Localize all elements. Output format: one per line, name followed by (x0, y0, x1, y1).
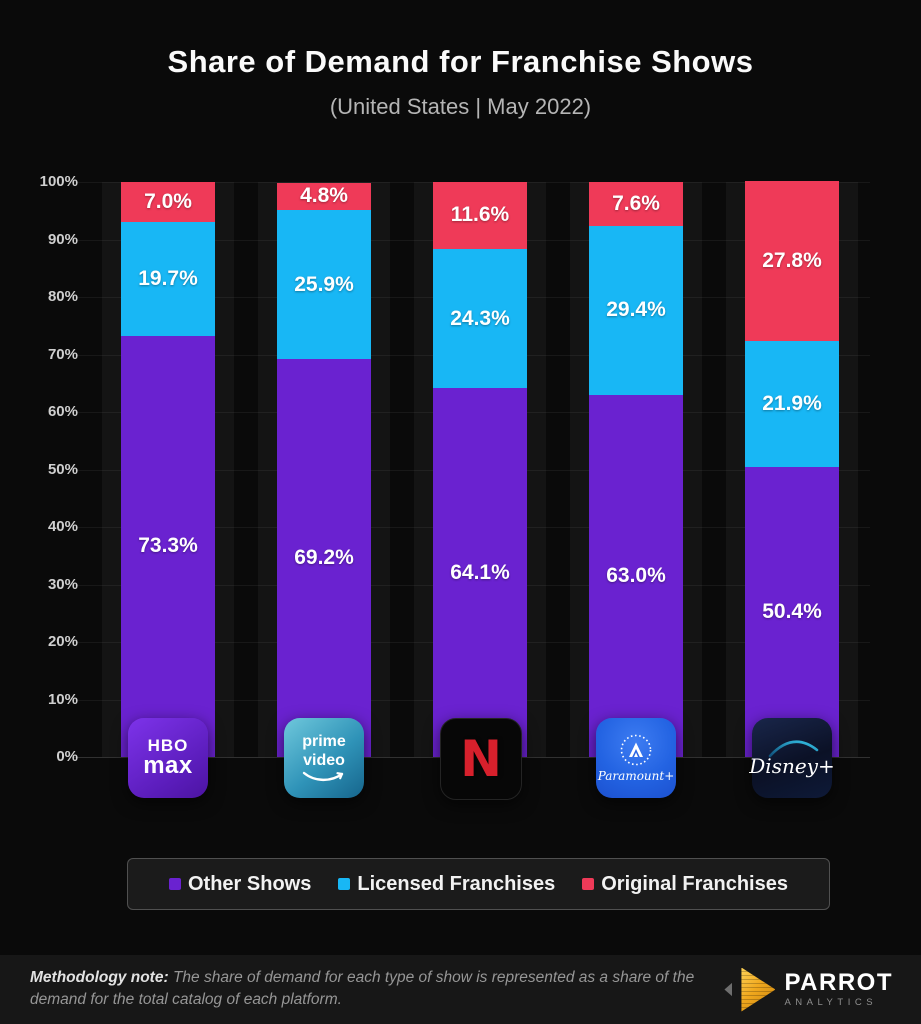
y-axis-label: 10% (47, 690, 78, 708)
bar-segment-licensed-franchises: 24.3% (433, 248, 527, 389)
parrot-gold-triangle-icon (741, 967, 776, 1012)
bar-value-label: 64.1% (450, 560, 510, 584)
y-axis-label: 90% (47, 230, 78, 248)
legend: Other Shows Licensed Franchises Original F… (127, 858, 830, 910)
legend-item-original-franchises: Original Franchises (582, 873, 788, 896)
bar-value-label: 7.6% (612, 191, 660, 215)
brand-subtitle: ANALYTICS (784, 997, 878, 1009)
legend-label: Other Shows (188, 872, 312, 895)
prime-video-logo-text: prime (302, 733, 346, 751)
bar-segment-original-franchises: 27.8% (745, 181, 839, 342)
bar-segment-licensed-franchises: 19.7% (121, 222, 215, 336)
parrot-left-triangle-icon (724, 982, 733, 997)
bar-paramount: 63.0% 29.4% 7.6% (589, 182, 683, 757)
bar-value-label: 50.4% (762, 600, 822, 624)
bar-prime-video: 69.2% 25.9% 4.8% (277, 182, 371, 757)
bar-segment-other-shows: 63.0% (589, 394, 683, 757)
paramount-plus-logo-text: Paramount+ (597, 769, 675, 783)
footer-bar: Methodology note: The share of demand fo… (0, 955, 921, 1024)
bar-segment-other-shows: 50.4% (745, 467, 839, 757)
disney-plus-logo-text: Disney+ (749, 754, 835, 778)
bar-segment-licensed-franchises: 21.9% (745, 341, 839, 468)
methodology-note: Methodology note: The share of demand fo… (30, 967, 740, 1012)
plot-area: 73.3% 19.7% 7.0% 69.2% 25.9% 4.8% 64.1% 24.3% 11… (74, 181, 870, 758)
page-title: Share of Demand for Franchise Shows (167, 44, 754, 79)
bar-value-label: 25.9% (294, 272, 354, 296)
bar-segment-licensed-franchises: 29.4% (589, 225, 683, 395)
bar-value-label: 4.8% (300, 184, 348, 208)
y-axis-label: 0% (56, 748, 78, 765)
platform-logo-prime-video: prime video (284, 718, 364, 798)
y-axis-label: 50% (47, 460, 78, 478)
legend-swatch-licensed-franchises (338, 878, 351, 890)
parrot-analytics-logo: PARROT ANALYTICS (724, 967, 893, 1012)
legend-swatch-original-franchises (582, 878, 595, 890)
bar-segment-original-franchises: 7.0% (121, 182, 215, 223)
y-axis-label: 30% (47, 575, 78, 593)
bar-segment-original-franchises: 11.6% (433, 182, 527, 249)
bar-value-label: 63.0% (606, 563, 666, 587)
bar-value-label: 11.6% (450, 203, 510, 227)
bar-disney: 50.4% 21.9% 27.8% (745, 181, 839, 757)
disney-arc-icon (768, 740, 819, 758)
hbo-max-logo-text: HBO (147, 736, 189, 755)
bar-value-label: 21.9% (762, 392, 822, 416)
legend-label: Licensed Franchises (357, 872, 556, 895)
bar-netflix: 64.1% 24.3% 11.6% (433, 182, 527, 757)
bar-value-label: 27.8% (762, 249, 822, 273)
legend-swatch-other-shows (169, 878, 181, 890)
brand-name: PARROT (784, 969, 893, 997)
bar-segment-other-shows: 69.2% (277, 359, 371, 757)
page-subtitle: (United States | May 2022) (329, 94, 592, 119)
legend-label: Original Franchises (601, 872, 788, 895)
bar-segment-other-shows: 64.1% (433, 388, 527, 757)
y-axis-label: 80% (47, 288, 78, 305)
legend-item-licensed-franchises: Licensed Franchises (338, 873, 555, 896)
bar-segment-original-franchises: 4.8% (277, 182, 371, 211)
bar-value-label: 7.0% (144, 190, 192, 214)
netflix-n-icon: N (460, 730, 502, 788)
y-axis-label: 40% (47, 518, 78, 535)
y-axis-label: 60% (47, 403, 78, 420)
bar-value-label: 29.4% (606, 298, 666, 322)
bar-hbo-max: 73.3% 19.7% 7.0% (121, 182, 215, 757)
bar-value-label: 24.3% (450, 306, 510, 330)
y-axis-label: 100% (39, 173, 78, 190)
platform-logo-paramount-plus: Paramount+ (596, 718, 676, 798)
legend-item-other-shows: Other Shows (169, 873, 311, 896)
methodology-note-text: The share of demand for each type of sho… (30, 969, 695, 1009)
y-axis-label: 70% (47, 345, 78, 363)
methodology-note-label: Methodology note: (30, 969, 169, 986)
amazon-smile-icon (302, 771, 344, 781)
platform-logo-disney-plus: Disney+ (749, 718, 835, 798)
bar-value-label: 73.3% (138, 534, 198, 558)
bar-segment-original-franchises: 7.6% (589, 182, 683, 226)
platform-logo-netflix: N (440, 718, 522, 800)
bar-segment-other-shows: 73.3% (121, 335, 215, 757)
paramount-mountain-icon (620, 734, 652, 766)
y-axis-label: 20% (47, 633, 78, 650)
bar-value-label: 69.2% (294, 546, 354, 570)
bar-value-label: 19.7% (138, 266, 198, 290)
y-axis: 100% 90% 80% 70% 60% 50% 40% 30% 20% 10% 0% (0, 173, 78, 765)
platform-logo-hbo-max: HBO max (128, 718, 208, 798)
bar-segment-licensed-franchises: 25.9% (277, 210, 371, 360)
